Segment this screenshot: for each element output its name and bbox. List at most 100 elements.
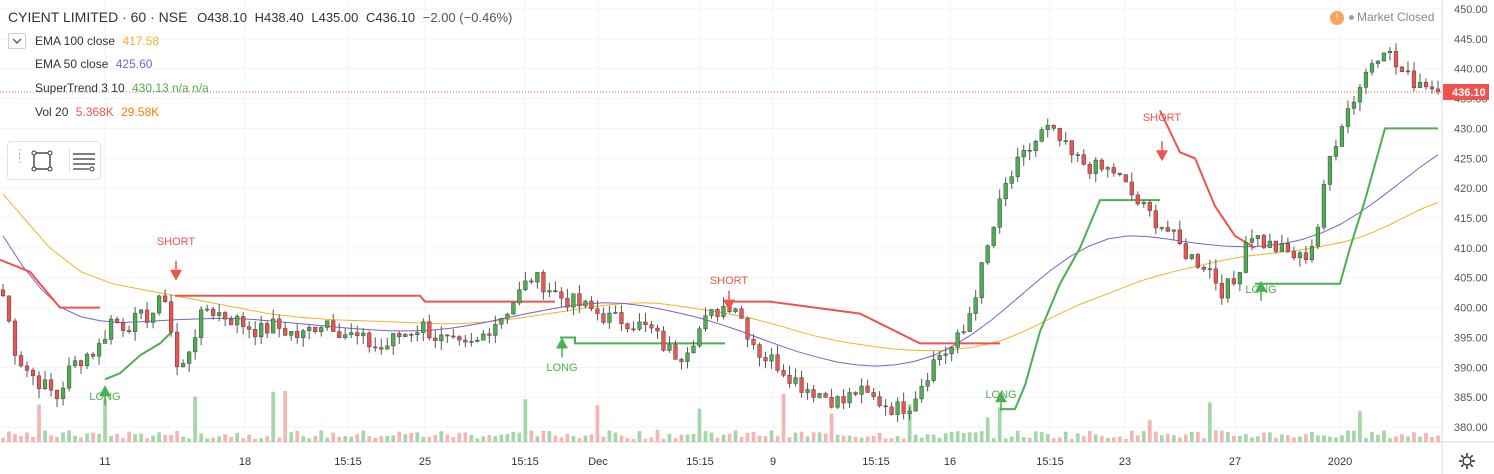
- candle-body: [835, 396, 840, 408]
- volume-bar: [1250, 437, 1254, 442]
- candle-body: [655, 327, 660, 332]
- volume-bar: [37, 404, 41, 442]
- candle-body: [211, 308, 216, 316]
- square-select-icon[interactable]: [30, 149, 54, 173]
- volume-bar: [877, 432, 882, 442]
- candle-body: [355, 332, 360, 337]
- long-signal-marker: [1255, 280, 1267, 292]
- y-tick-label: 415.00: [1454, 213, 1488, 225]
- volume-bar: [727, 433, 732, 442]
- candle-body: [613, 312, 618, 314]
- volume-bar: [325, 437, 330, 442]
- candle-body: [223, 312, 228, 320]
- volume-bar: [31, 436, 35, 442]
- grip-icon[interactable]: ⋮ ⋮: [14, 148, 25, 165]
- candle-body: [241, 316, 246, 327]
- candle-body: [18, 355, 24, 367]
- volume-bar: [997, 407, 1002, 442]
- collapse-legend-button[interactable]: [8, 33, 26, 49]
- long-signal-label: LONG: [1245, 284, 1276, 296]
- volume-bar: [1418, 436, 1422, 442]
- volume-bar: [1045, 434, 1050, 442]
- volume-bar: [295, 430, 300, 442]
- volume-bar: [1346, 430, 1350, 442]
- candle-body: [463, 339, 468, 343]
- candle-body: [1219, 282, 1224, 299]
- market-status: ! Market Closed: [1330, 10, 1434, 25]
- volume-bar: [433, 435, 438, 442]
- candle-body: [169, 301, 174, 333]
- candle-body: [847, 392, 852, 404]
- indicator-value: 417.58: [122, 34, 160, 48]
- volume-bar: [439, 431, 444, 442]
- volume-bar: [643, 438, 648, 442]
- indicator-label: SuperTrend 3 10: [35, 81, 125, 95]
- alert-icon[interactable]: !: [1330, 10, 1344, 25]
- candle-body: [72, 360, 78, 367]
- candle-body: [0, 289, 6, 297]
- long-signal-label: LONG: [985, 389, 1016, 401]
- candle-body: [48, 379, 54, 391]
- candle-body: [205, 308, 210, 311]
- candle-body: [931, 359, 936, 381]
- volume-bar: [385, 436, 390, 442]
- short-signal-label: SHORT: [1143, 112, 1182, 124]
- volume-bar: [283, 390, 288, 442]
- indicator-supertrend[interactable]: SuperTrend 3 10 430.13 n/a n/a: [35, 81, 209, 95]
- volume-bar: [1244, 433, 1248, 442]
- candle-body: [1387, 51, 1393, 54]
- candle-body: [745, 318, 750, 340]
- volume-bar: [1280, 434, 1284, 442]
- indicator-ema50[interactable]: EMA 50 close 425.60: [35, 57, 152, 71]
- gear-icon[interactable]: [1458, 452, 1476, 470]
- candle-body: [913, 398, 918, 412]
- candle-body: [1363, 71, 1369, 88]
- volume-bar: [1274, 437, 1278, 442]
- candle-body: [973, 297, 978, 314]
- volume-bar: [1310, 431, 1314, 442]
- supertrend-up-line: [1000, 199, 1160, 411]
- symbol-title: CYIENT LIMITED · 60 · NSE: [8, 9, 188, 25]
- x-tick-label: 15:15: [862, 456, 890, 468]
- volume-bar: [1027, 437, 1032, 442]
- candle-body: [841, 396, 846, 404]
- candle-body: [415, 332, 420, 336]
- volume-bar: [349, 436, 354, 442]
- list-lines-icon[interactable]: [71, 149, 97, 173]
- candle-body: [126, 330, 132, 332]
- volume-bar: [319, 430, 324, 442]
- candle-body: [667, 344, 672, 351]
- volume-bar: [1201, 438, 1206, 442]
- candle-body: [1039, 129, 1044, 142]
- candle-body: [427, 321, 432, 339]
- candle-body: [1123, 174, 1128, 183]
- volume-bar: [631, 438, 636, 442]
- volume-bar: [223, 434, 228, 442]
- volume-bar: [127, 431, 131, 442]
- candle-body: [1033, 141, 1038, 151]
- candle-body: [265, 323, 270, 334]
- volume-bar: [49, 435, 53, 442]
- candle-body: [757, 344, 762, 358]
- volume-bar: [955, 431, 960, 442]
- volume-bar: [199, 433, 203, 442]
- indicator-value: 430.13 n/a n/a: [131, 81, 209, 95]
- y-tick-label: 445.00: [1454, 34, 1488, 46]
- volume-bar: [895, 436, 900, 442]
- volume-bar: [1322, 435, 1326, 442]
- candle-body: [703, 315, 708, 330]
- candle-body: [883, 405, 888, 408]
- volume-bar: [1099, 435, 1104, 442]
- candle-body: [1045, 125, 1050, 130]
- indicator-volume[interactable]: Vol 20 5.368K 29.58K: [35, 105, 159, 119]
- volume-bar: [1430, 436, 1434, 442]
- volume-bar: [493, 436, 498, 442]
- y-tick-label: 390.00: [1454, 362, 1488, 374]
- indicator-ema100[interactable]: EMA 100 close 417.58: [35, 34, 159, 48]
- candle-body: [42, 379, 48, 390]
- candle-body: [1201, 267, 1206, 270]
- candle-body: [367, 332, 372, 348]
- candle-body: [511, 302, 516, 315]
- volume-bar: [973, 432, 978, 442]
